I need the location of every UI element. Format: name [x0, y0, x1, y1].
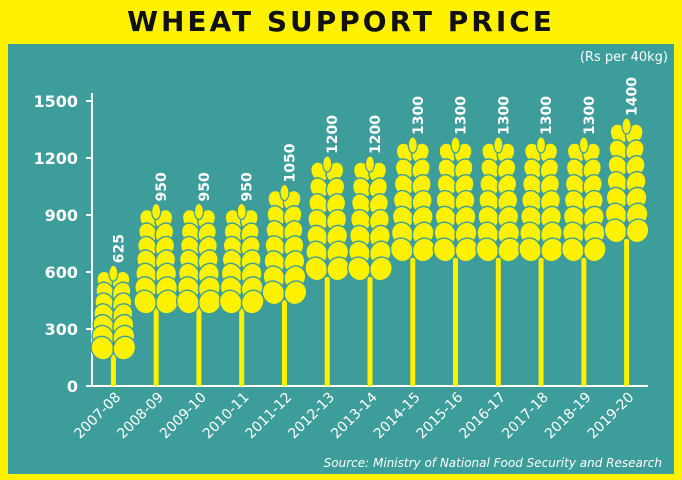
value-label: 950: [240, 172, 256, 201]
wheat-stem: [196, 307, 202, 386]
x-tick-label: 2008-09: [114, 390, 167, 443]
wheat-grain: [582, 237, 607, 263]
wheat-grain: [218, 289, 243, 315]
y-tick-label: 0: [67, 377, 78, 396]
wheat-stem: [153, 307, 159, 386]
y-tick-label: 1200: [33, 149, 78, 168]
wheat-chart: 0300600900120015006252007-089502008-0995…: [33, 77, 650, 443]
wheat-grain: [625, 218, 650, 244]
wheat-grain: [155, 289, 180, 315]
x-tick-label: 2009-10: [157, 390, 210, 443]
y-tick-label: 600: [45, 263, 78, 282]
wheat-tip: [493, 136, 504, 154]
value-label: 625: [111, 234, 127, 263]
wheat-stalk-2013-14: [347, 155, 393, 386]
wheat-tip: [236, 202, 247, 221]
wheat-stem: [367, 277, 373, 386]
wheat-stalk-2017-18: [518, 136, 565, 386]
y-axis-unit-label: (Rs per 40kg): [579, 50, 668, 65]
wheat-stalk-2014-15: [389, 136, 436, 386]
wheat-stem: [624, 239, 630, 386]
y-tick-label: 300: [45, 320, 78, 339]
wheat-stem: [110, 351, 116, 386]
wheat-grain: [475, 237, 500, 263]
wheat-grain: [411, 237, 436, 263]
wheat-stalk-2007-08: [90, 264, 137, 386]
value-label: 1300: [539, 96, 555, 135]
wheat-stem: [239, 307, 245, 386]
wheat-grain: [240, 289, 265, 315]
chart-title: WHEAT SUPPORT PRICE: [127, 5, 555, 38]
wheat-grain: [389, 237, 414, 263]
wheat-stalk-2010-11: [218, 202, 265, 386]
wheat-stalk-2016-17: [475, 136, 522, 386]
wheat-stalk-2011-12: [261, 183, 308, 386]
x-tick-label: 2012-13: [285, 390, 338, 443]
chart-panel: (Rs per 40kg) 0 300 600 900 1200 1500 625 2007-…: [8, 44, 674, 474]
wheat-stalk-2008-09: [133, 202, 180, 386]
wheat-stalk-2009-10: [175, 202, 222, 386]
wheat-tip: [322, 155, 333, 173]
wheat-grain: [560, 237, 585, 263]
y-tick-label: 900: [45, 206, 78, 225]
wheat-stem: [281, 300, 287, 386]
wheat-stem: [324, 277, 330, 386]
wheat-tip: [364, 155, 376, 173]
wheat-grain: [283, 280, 308, 306]
wheat-stem: [495, 258, 501, 386]
x-tick-label: 2018-19: [542, 390, 595, 443]
value-label: 1200: [325, 115, 341, 154]
wheat-stalk-2019-20: [603, 117, 650, 386]
wheat-tip: [535, 136, 547, 154]
wheat-grain: [90, 335, 115, 361]
source-note: Source: Ministry of National Food Securi…: [323, 456, 662, 470]
wheat-grain: [112, 335, 137, 361]
wheat-grain: [133, 289, 158, 315]
wheat-grain: [497, 237, 522, 263]
wheat-grain: [432, 237, 457, 263]
wheat-grain: [197, 289, 222, 315]
wheat-grain: [369, 256, 393, 282]
value-label: 950: [154, 172, 170, 201]
value-label: 950: [197, 172, 213, 201]
wheat-stem: [453, 258, 459, 386]
y-tick-label: 1500: [33, 92, 78, 111]
value-label: 1400: [625, 77, 641, 116]
value-label: 1300: [582, 96, 598, 135]
value-label: 1200: [368, 115, 384, 154]
x-tick-label: 2014-15: [371, 390, 424, 443]
wheat-grain: [261, 280, 286, 306]
x-tick-label: 2019-20: [585, 390, 638, 443]
wheat-stem: [538, 258, 544, 386]
value-label: 1050: [282, 143, 298, 182]
wheat-stem: [410, 258, 416, 386]
wheat-stalk-2012-13: [304, 155, 351, 386]
wheat-grain: [304, 256, 329, 282]
wheat-stalk-2018-19: [560, 136, 607, 386]
wheat-tip: [578, 136, 589, 154]
value-label: 1300: [411, 96, 427, 135]
wheat-stem: [581, 258, 587, 386]
x-tick-label: 2017-18: [499, 390, 552, 443]
wheat-tip: [279, 183, 290, 202]
wheat-grain: [603, 218, 628, 244]
wheat-tip: [407, 136, 418, 154]
wheat-grain: [540, 237, 565, 263]
wheat-grain: [518, 237, 543, 263]
wheat-grain: [347, 256, 371, 282]
value-label: 1300: [454, 96, 470, 135]
wheat-stalk-2015-16: [432, 136, 479, 386]
value-label: 1300: [496, 96, 512, 135]
wheat-tip: [151, 202, 162, 221]
wheat-grain: [326, 256, 351, 282]
wheat-tip: [108, 264, 119, 282]
wheat-tip: [450, 136, 461, 154]
wheat-tip: [193, 202, 205, 221]
wheat-tip: [621, 117, 632, 135]
wheat-grain: [454, 237, 479, 263]
wheat-grain: [175, 289, 200, 315]
